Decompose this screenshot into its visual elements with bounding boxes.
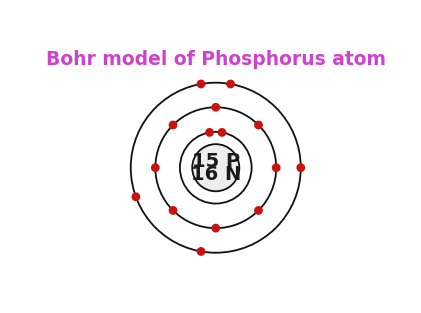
Circle shape: [152, 164, 159, 172]
Circle shape: [197, 248, 205, 255]
Circle shape: [255, 207, 262, 214]
Circle shape: [227, 80, 234, 88]
Circle shape: [212, 224, 219, 232]
Circle shape: [197, 80, 205, 88]
Circle shape: [255, 121, 262, 129]
Circle shape: [169, 207, 177, 214]
Circle shape: [192, 144, 239, 191]
Text: Bohr model of Phosphorus atom: Bohr model of Phosphorus atom: [46, 50, 386, 69]
Text: 16 N: 16 N: [191, 165, 241, 184]
Circle shape: [169, 121, 177, 129]
Circle shape: [218, 129, 226, 136]
Circle shape: [132, 193, 139, 200]
Circle shape: [297, 164, 304, 172]
Circle shape: [272, 164, 280, 172]
Text: 15 P: 15 P: [192, 151, 240, 171]
Circle shape: [212, 104, 219, 111]
Circle shape: [206, 129, 213, 136]
